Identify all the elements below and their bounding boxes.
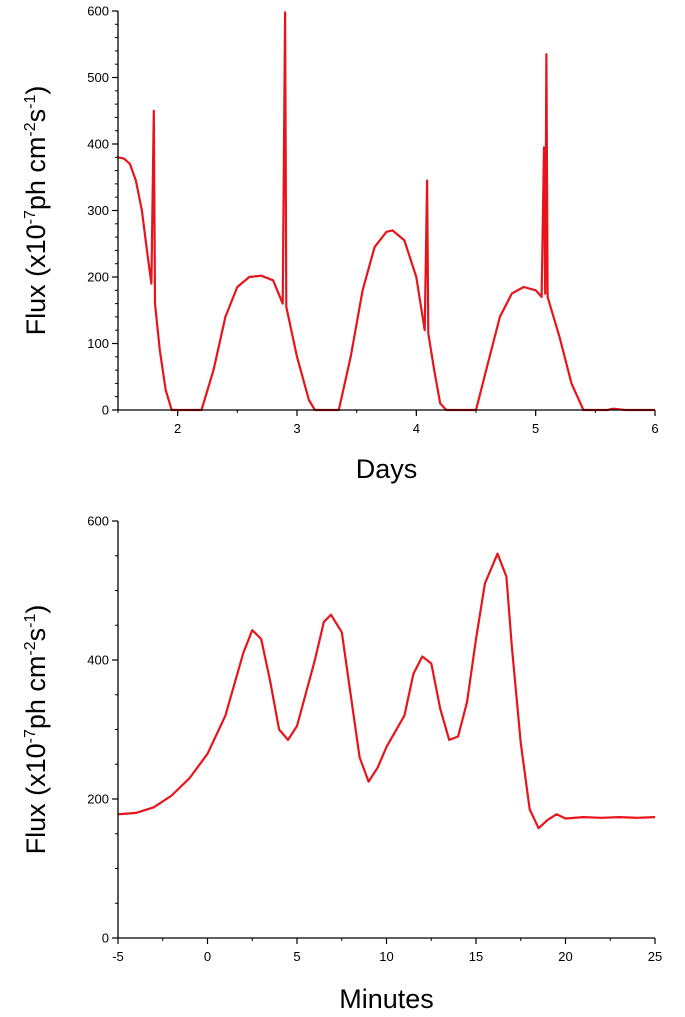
- y-label-text-4: ): [21, 605, 51, 614]
- days-x-tick-label: 3: [293, 421, 300, 436]
- days-y-axis-title: Flux (x10-7ph cm-2s-1): [21, 86, 51, 336]
- days-x-tick-label: 4: [413, 421, 420, 436]
- minutes-y-tick-label: 600: [87, 514, 109, 529]
- days-y-tick-label: 200: [87, 270, 109, 285]
- minutes-x-tick-label: 25: [648, 949, 662, 964]
- minutes-x-tick-label: 5: [293, 949, 300, 964]
- y-label-sup-1: -7: [22, 729, 39, 743]
- minutes-x-tick-label: 15: [469, 949, 483, 964]
- y-label-text-2: ph cm: [21, 137, 51, 211]
- days-x-tick-label: 5: [532, 421, 539, 436]
- days-y-tick-label: 600: [87, 4, 109, 19]
- minutes-axes-frame: [117, 521, 655, 939]
- y-label-text-1: Flux (x10: [21, 224, 51, 335]
- days-flux-series-line: [117, 11, 655, 412]
- days-y-tick-label: 500: [87, 70, 109, 85]
- minutes-x-tick-label: 0: [204, 949, 211, 964]
- days-axes-frame: [117, 11, 655, 411]
- days-y-tick-label: 100: [87, 336, 109, 351]
- minutes-y-tick-label: 0: [102, 931, 109, 946]
- y-label-text-3: s: [21, 109, 51, 123]
- y-label-sup-1: -7: [22, 210, 39, 224]
- days-y-tick-label: 300: [87, 203, 109, 218]
- y-label-text-4: ): [21, 86, 51, 95]
- minutes-x-tick-label: 20: [558, 949, 572, 964]
- y-label-sup-3: -1: [22, 95, 39, 109]
- minutes-x-axis-title: Minutes: [339, 984, 434, 1014]
- y-label-text-2: ph cm: [21, 656, 51, 730]
- minutes-x-tick-label: 10: [379, 949, 393, 964]
- days-y-tick-label: 0: [102, 403, 109, 418]
- days-x-tick-label: 6: [651, 421, 658, 436]
- y-label-sup-2: -2: [22, 122, 39, 136]
- days-y-tick-label: 400: [87, 137, 109, 152]
- days-x-tick-label: 2: [174, 421, 181, 436]
- minutes-flux-series-line: [117, 552, 656, 830]
- minutes-y-axis-title: Flux (x10-7ph cm-2s-1): [21, 605, 51, 855]
- y-label-sup-2: -2: [22, 641, 39, 655]
- y-label-sup-3: -1: [22, 614, 39, 628]
- minutes-x-tick-label: -5: [112, 949, 124, 964]
- y-label-text-1: Flux (x10: [21, 743, 51, 854]
- minutes-y-tick-label: 400: [87, 653, 109, 668]
- days-x-axis-title: Days: [356, 454, 418, 484]
- y-label-text-3: s: [21, 628, 51, 642]
- minutes-y-tick-label: 200: [87, 792, 109, 807]
